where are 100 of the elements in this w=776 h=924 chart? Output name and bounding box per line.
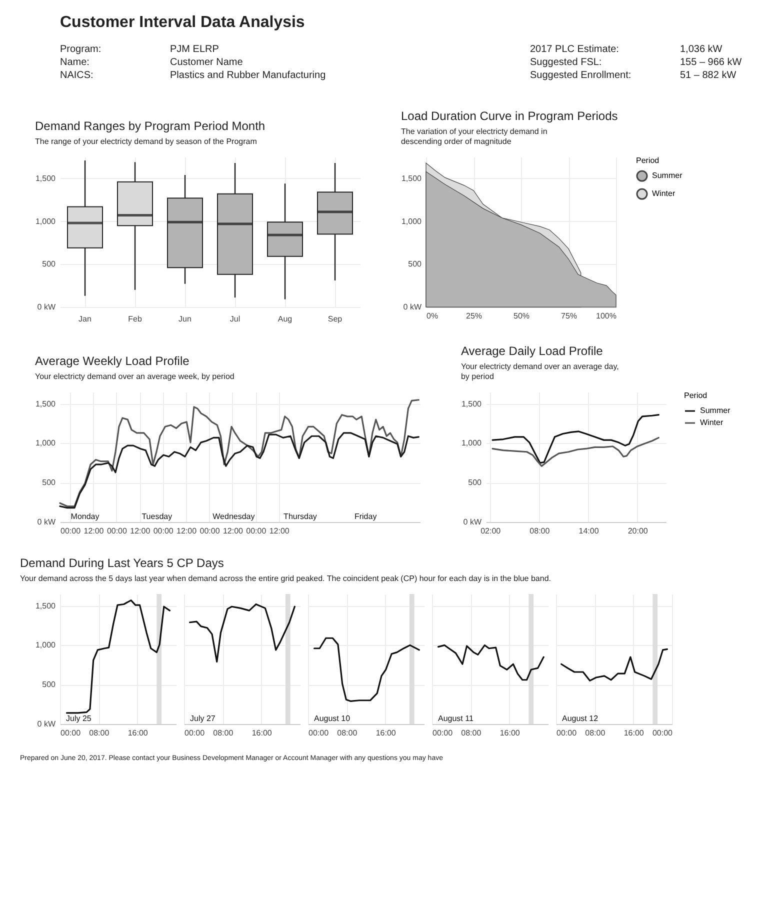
chart-title: Load Duration Curve in Program Periods (400, 109, 618, 123)
legend-title: Period (636, 156, 660, 165)
text: Customer Name (170, 57, 244, 68)
x-tick-label: 16:00 (128, 728, 148, 738)
x-tick-label: 08:00 (461, 728, 482, 738)
y-tick-label: 1,500 (461, 399, 482, 408)
chart-title: Demand Ranges by Program Period Month (34, 119, 266, 133)
legend-label: Winter (652, 189, 676, 198)
x-tick-label: 100% (596, 312, 616, 320)
annotation: Friday (354, 512, 377, 521)
text: PJM ELRP (170, 44, 220, 55)
x-tick-label: 00:00 (432, 728, 454, 738)
text: Suggested FSL: (530, 57, 602, 68)
x-tick-label: 08:00 (89, 728, 110, 738)
x-tick-label: 12:00 (269, 526, 290, 536)
annotation: Tuesday (142, 512, 172, 521)
annotation: July 27 (190, 714, 216, 723)
y-tick-label: 500 (42, 260, 56, 269)
x-tick-label: 02:00 (480, 526, 502, 536)
x-tick-label: 00:00 (200, 526, 220, 536)
text: Customer Interval Data Analysis (60, 14, 305, 31)
annotation: August 10 (314, 714, 351, 723)
x-tick-label: 08:00 (585, 728, 606, 738)
annotation: Thursday (284, 512, 317, 521)
text: 1,036 kW (680, 44, 723, 55)
chart-title: Average Weekly Load Profile (34, 354, 190, 368)
text: 2017 PLC Estimate: (530, 44, 619, 55)
x-tick-label: 12:00 (130, 526, 151, 536)
chart-subtitle: Your electricty demand over an average week, by period (34, 372, 234, 381)
y-tick-label: 1,000 (35, 640, 56, 650)
chart-subtitle: Your electricty demand over an average day, by period (460, 362, 619, 381)
line-series (492, 436, 660, 467)
y-tick-label: 0 kW (37, 302, 56, 312)
x-tick-label: Aug (278, 314, 292, 324)
chart-title: Demand During Last Years 5 CP Days (20, 556, 224, 570)
x-tick-label: 00:00 (60, 526, 82, 536)
x-tick-label: 00:00 (106, 526, 128, 536)
y-tick-label: 500 (42, 478, 56, 488)
x-tick-label: 12:00 (84, 526, 104, 536)
x-tick-label: 50% (513, 312, 530, 320)
y-tick-label: 500 (468, 478, 482, 488)
y-tick-label: 1,000 (461, 438, 482, 448)
x-tick-label: Jun (178, 314, 192, 324)
x-tick-label: 00:00 (556, 728, 578, 738)
line-series (492, 414, 660, 464)
chart-subtitle: The range of your electricty demand by season of the Program (34, 137, 258, 146)
x-tick-label: 08:00 (213, 728, 234, 738)
y-tick-label: 0 kW (37, 720, 56, 728)
legend-label: Summer (652, 171, 683, 180)
text: 51 – 882 kW (680, 70, 737, 81)
x-tick-label: 00:00 (60, 728, 82, 738)
x-tick-label: 08:00 (530, 526, 550, 536)
annotation: July 25 (66, 714, 92, 723)
y-tick-label: 1,500 (35, 601, 56, 610)
x-tick-label: 00:00 (308, 728, 330, 738)
y-tick-label: 0 kW (403, 302, 422, 312)
text: 155 – 966 kW (680, 57, 742, 68)
y-tick-label: 0 kW (37, 518, 56, 526)
y-tick-label: 1,000 (35, 438, 56, 448)
x-tick-label: 16:00 (376, 728, 396, 738)
legend-label: Winter (700, 418, 724, 427)
y-tick-label: 1,500 (401, 174, 422, 183)
x-tick-label: 16:00 (624, 728, 644, 738)
x-tick-label: Feb (128, 314, 142, 324)
x-tick-label: 00:00 (153, 526, 174, 536)
annotation: Monday (70, 512, 100, 521)
chart-title: Average Daily Load Profile (460, 344, 604, 358)
x-tick-label: 0% (426, 312, 438, 320)
annotation: August 11 (438, 714, 474, 723)
x-tick-label: 08:00 (337, 728, 358, 738)
y-tick-label: 1,000 (35, 216, 56, 226)
legend-title: Period (684, 391, 708, 400)
x-tick-label: 00:00 (184, 728, 206, 738)
x-tick-label: Sep (328, 314, 343, 324)
x-tick-label: 16:00 (500, 728, 520, 738)
y-tick-label: 500 (408, 260, 422, 269)
annotation: Wednesday (212, 512, 255, 521)
text: Suggested Enrollment: (530, 70, 632, 81)
x-tick-label: 12:00 (176, 526, 198, 536)
y-tick-label: 1,000 (401, 216, 422, 226)
y-tick-label: 0 kW (463, 518, 482, 526)
x-tick-label: Jul (230, 314, 240, 324)
x-tick-label: 75% (560, 312, 578, 320)
x-tick-label: 20:00 (628, 526, 648, 536)
x-tick-label: 12:00 (222, 526, 244, 536)
x-tick-label: 00:00 (246, 526, 267, 536)
y-tick-label: 500 (42, 680, 56, 690)
text: Program: (60, 44, 102, 55)
x-tick-label: 16:00 (252, 728, 272, 738)
text: Plastics and Rubber Manufacturing (170, 70, 326, 81)
text: Your demand across the 5 days last year when demand across the entire grid peaked. The coincident peak (CP) hour for each day is in the blue band. (20, 574, 551, 583)
x-tick-label: 00:00 (652, 728, 674, 738)
legend-label: Summer (700, 406, 731, 415)
line-series (66, 600, 171, 714)
chart-subtitle: The variation of your electricty demand in descending order of magnitude (400, 127, 548, 146)
x-tick-label: Jan (78, 314, 92, 324)
text: Name: (60, 57, 90, 68)
x-tick-label: 14:00 (578, 526, 600, 536)
y-tick-label: 1,500 (35, 399, 56, 408)
text: NAICS: (60, 70, 94, 81)
